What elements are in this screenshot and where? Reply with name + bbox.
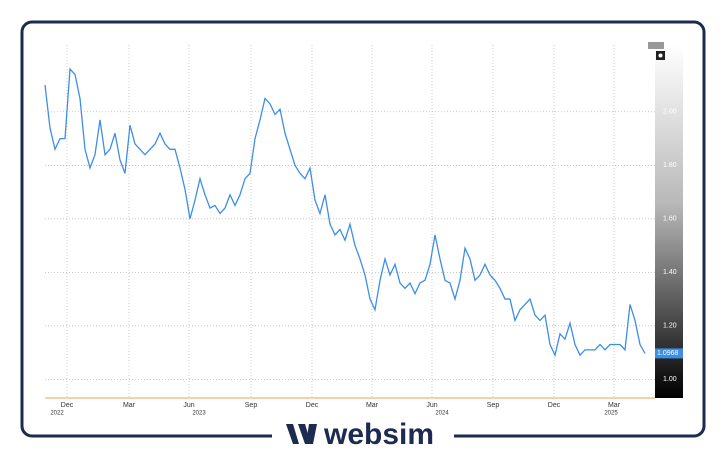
x-tick-label: Jun: [183, 402, 194, 409]
x-tick-label: Dec: [306, 402, 319, 409]
toolbar-icon[interactable]: [648, 42, 664, 49]
x-tick-label: Dec: [548, 402, 561, 409]
plot: 1.00 1.20 1.40 1.60 1.80 2.00 Dec Mar Jun Sep Dec M…: [44, 45, 683, 417]
x-tick-label: Jun: [426, 402, 437, 409]
x-tick-label: Mar: [608, 402, 621, 409]
x-tick-label: Mar: [366, 402, 379, 409]
x-year-label: 2024: [435, 411, 449, 417]
logo-text: websim: [323, 418, 434, 451]
y-tick-label: 1.60: [663, 216, 677, 223]
x-tick-label: Sep: [245, 402, 258, 409]
y-tick-label: 1.00: [663, 376, 677, 383]
line-series: [44, 67, 646, 358]
x-year-label: 2023: [192, 411, 206, 417]
x-tick-label: Mar: [123, 402, 136, 409]
y-tick-label: 1.20: [663, 323, 677, 330]
last-value-box: [655, 348, 683, 359]
x-tick-label: Dec: [61, 402, 74, 409]
frame: [20, 20, 706, 438]
y-axis-strip: [655, 45, 683, 398]
y-tick-label: 1.80: [663, 162, 677, 169]
x-tick-label: Sep: [487, 402, 500, 409]
x-year-label: 2025: [604, 411, 618, 417]
last-value-label: 1.0968: [657, 350, 679, 357]
logo-icon: [286, 424, 317, 444]
y-tick-label: 1.40: [663, 269, 677, 276]
x-year-label: 2022: [50, 411, 64, 417]
y-tick-label: 2.00: [663, 109, 677, 116]
settings-icon-dot: [658, 53, 663, 58]
